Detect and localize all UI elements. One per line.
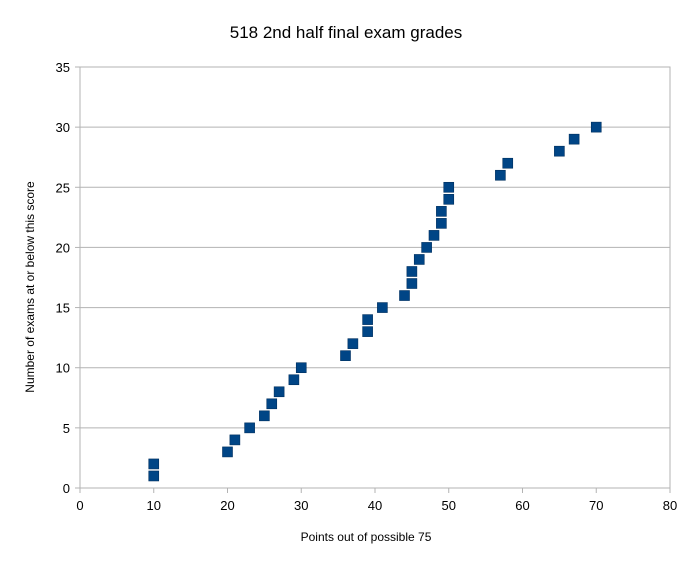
data-point	[288, 374, 300, 386]
x-tick-label: 20	[220, 498, 234, 513]
data-point	[295, 362, 307, 374]
x-tick-label: 70	[589, 498, 603, 513]
y-tick-label: 25	[56, 180, 70, 195]
data-point	[347, 338, 359, 349]
data-point	[377, 302, 388, 313]
data-point	[554, 145, 565, 157]
data-point	[443, 194, 455, 205]
data-point	[406, 266, 418, 277]
x-tick-label: 10	[147, 498, 161, 513]
data-point	[148, 458, 160, 470]
x-axis-tick-labels: 0 10 20 30 40 50 60 70 80	[76, 498, 677, 513]
data-point	[259, 410, 270, 422]
plot-area	[79, 66, 671, 489]
data-point	[362, 326, 373, 337]
y-tick-label: 15	[56, 301, 70, 316]
data-point	[413, 254, 425, 265]
data-point	[399, 290, 410, 301]
gridlines	[80, 66, 670, 489]
data-point	[436, 206, 447, 217]
data-point	[266, 398, 278, 410]
chart-title: 518 2nd half final exam grades	[230, 23, 463, 42]
x-tick-label: 50	[442, 498, 456, 513]
data-point	[568, 133, 580, 145]
y-tick-label: 35	[56, 60, 70, 75]
x-axis-label: Points out of possible 75	[301, 530, 432, 544]
y-tick-label: 20	[56, 240, 70, 255]
data-point	[362, 314, 373, 325]
y-axis-label: Number of exams at or below this score	[23, 181, 37, 393]
data-point	[502, 157, 514, 169]
y-axis-tick-labels: 0 5 10 15 20 25 30 35	[56, 60, 70, 496]
y-tick-label: 5	[63, 421, 70, 436]
data-point	[590, 121, 602, 133]
x-tick-label: 40	[368, 498, 382, 513]
data-point	[436, 218, 447, 229]
data-point	[421, 242, 432, 253]
x-tick-label: 60	[515, 498, 529, 513]
data-point	[244, 422, 255, 434]
y-tick-label: 10	[56, 361, 70, 376]
data-point	[229, 434, 241, 446]
x-tick-label: 30	[294, 498, 308, 513]
data-point	[495, 169, 506, 181]
data-point	[148, 470, 160, 482]
data-point	[443, 181, 455, 193]
axis-ticks	[75, 66, 671, 493]
y-tick-label: 0	[63, 481, 70, 496]
x-tick-label: 0	[76, 498, 83, 513]
x-tick-label: 80	[663, 498, 677, 513]
data-point	[340, 350, 351, 361]
data-points	[148, 121, 602, 482]
data-point	[273, 386, 285, 398]
data-point	[428, 230, 440, 241]
data-point	[222, 446, 233, 458]
data-point	[406, 278, 418, 289]
y-tick-label: 30	[56, 120, 70, 135]
